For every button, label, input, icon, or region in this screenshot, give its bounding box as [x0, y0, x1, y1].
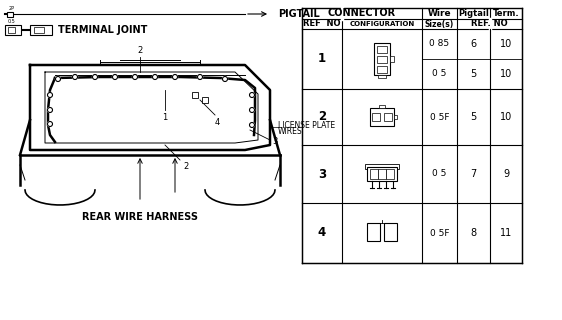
Bar	[7, 12, 13, 17]
Text: 2P: 2P	[9, 5, 15, 11]
Circle shape	[250, 108, 255, 113]
Text: 0 5F: 0 5F	[430, 228, 449, 237]
Text: WIRES: WIRES	[278, 127, 302, 137]
Text: 2: 2	[137, 46, 143, 55]
Bar	[8, 27, 15, 33]
Circle shape	[56, 76, 61, 82]
Circle shape	[152, 75, 157, 79]
Bar	[365, 164, 399, 169]
Bar	[384, 223, 397, 241]
Bar	[379, 105, 385, 108]
Circle shape	[250, 123, 255, 127]
Text: LICENSE PLATE: LICENSE PLATE	[278, 121, 335, 130]
Bar	[377, 66, 387, 73]
Circle shape	[112, 75, 117, 79]
Text: Term.: Term.	[493, 9, 519, 18]
Bar	[378, 169, 386, 179]
Circle shape	[133, 75, 138, 79]
Text: 8: 8	[470, 228, 477, 238]
Text: 0 85: 0 85	[429, 39, 450, 49]
Circle shape	[72, 75, 78, 79]
Text: 1: 1	[318, 52, 326, 66]
Text: 10: 10	[500, 69, 512, 79]
Bar	[192, 92, 198, 98]
Bar	[34, 27, 44, 33]
Text: 4: 4	[318, 227, 326, 239]
Text: 7: 7	[470, 169, 477, 179]
Circle shape	[48, 108, 52, 113]
Bar	[372, 113, 380, 121]
Text: 9: 9	[503, 169, 509, 179]
Bar	[377, 45, 387, 52]
Text: 0 5: 0 5	[432, 69, 447, 78]
Bar	[378, 75, 386, 78]
Bar	[384, 113, 392, 121]
Text: CONNECTOR: CONNECTOR	[328, 9, 396, 19]
Text: 5: 5	[470, 69, 477, 79]
Text: REAR WIRE HARNESS: REAR WIRE HARNESS	[82, 212, 198, 222]
Bar	[202, 97, 208, 103]
Text: 2: 2	[318, 110, 326, 124]
Circle shape	[93, 75, 97, 79]
Bar	[394, 115, 397, 119]
Text: REF. NO: REF. NO	[471, 20, 508, 28]
Bar	[374, 43, 390, 75]
Bar	[370, 108, 394, 126]
Text: 3: 3	[272, 138, 278, 147]
Text: 6: 6	[470, 39, 477, 49]
Circle shape	[48, 122, 52, 126]
Bar	[386, 169, 394, 179]
Text: 4: 4	[215, 118, 220, 127]
Circle shape	[197, 75, 202, 79]
Bar	[367, 223, 380, 241]
Text: 10: 10	[500, 112, 512, 122]
Text: Pigtail: Pigtail	[458, 9, 489, 18]
Text: 10: 10	[500, 39, 512, 49]
Text: TERMINAL JOINT: TERMINAL JOINT	[58, 25, 147, 35]
Text: 0 5F: 0 5F	[430, 113, 449, 122]
Text: 3: 3	[318, 167, 326, 180]
Bar	[377, 55, 387, 62]
Text: 5: 5	[470, 112, 477, 122]
Text: 1: 1	[162, 113, 167, 122]
Text: 0 5: 0 5	[432, 170, 447, 179]
Circle shape	[223, 76, 228, 82]
Bar	[367, 167, 397, 181]
Text: Wire: Wire	[428, 9, 451, 18]
Bar	[370, 169, 378, 179]
Bar	[5, 25, 21, 35]
Bar	[30, 25, 52, 35]
Circle shape	[173, 75, 178, 79]
Text: 0.5: 0.5	[8, 19, 16, 24]
Bar	[390, 56, 394, 62]
Text: CONFIGURATION: CONFIGURATION	[350, 21, 415, 27]
Circle shape	[250, 92, 255, 98]
Text: 2: 2	[183, 162, 188, 171]
Text: 11: 11	[500, 228, 512, 238]
Text: PIGTAIL: PIGTAIL	[278, 9, 320, 19]
Circle shape	[48, 92, 52, 98]
Text: Size(s): Size(s)	[425, 20, 454, 28]
Text: REF  NO: REF NO	[303, 20, 341, 28]
